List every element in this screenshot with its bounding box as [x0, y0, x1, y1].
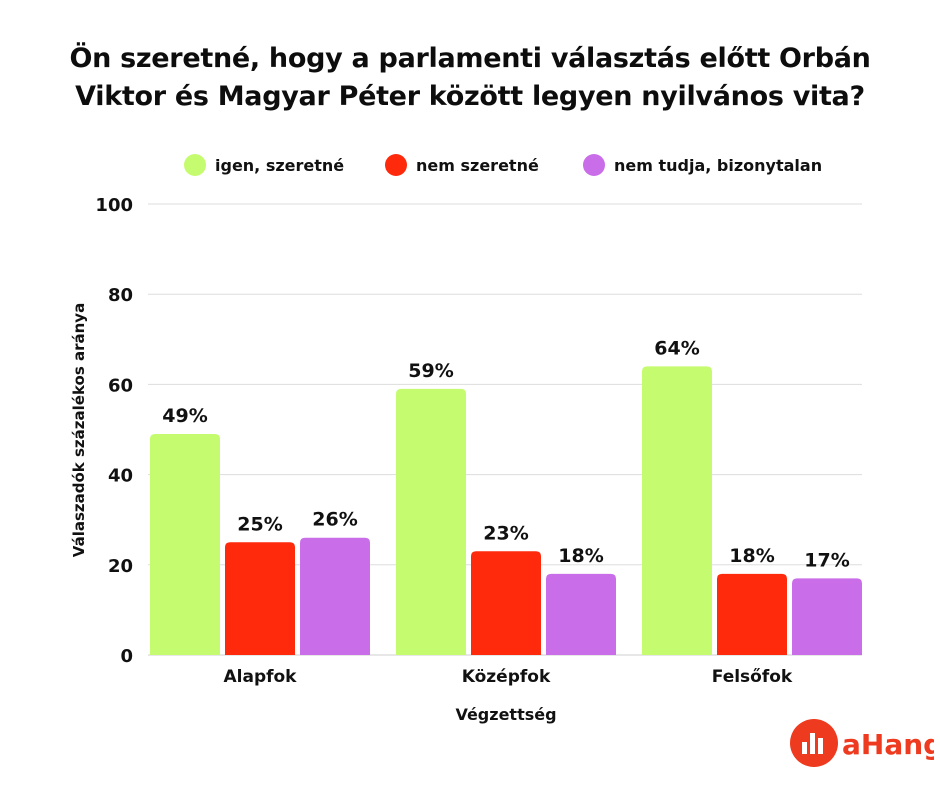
bar — [225, 542, 295, 655]
bar — [546, 573, 616, 655]
x-axis-title: Végzettség — [455, 705, 556, 724]
data-label: 18% — [729, 545, 774, 567]
y-tick-label: 0 — [120, 646, 133, 667]
x-tick-label: Alapfok — [223, 667, 297, 687]
data-label: 23% — [483, 522, 528, 544]
legend-label: igen, szeretné — [215, 156, 344, 175]
legend-marker — [385, 154, 407, 176]
y-tick-label: 100 — [95, 195, 133, 216]
legend-marker — [583, 154, 605, 176]
bar — [792, 578, 862, 655]
y-tick-label: 20 — [108, 556, 133, 577]
data-label: 59% — [408, 360, 453, 382]
chart-title: Ön szeretné, hogy a parlamenti választás… — [0, 40, 940, 116]
brand-logo-icon — [790, 719, 838, 767]
bar — [396, 388, 466, 655]
data-label: 18% — [558, 545, 603, 567]
chart-title-line-2: Viktor és Magyar Péter között legyen nyi… — [75, 81, 865, 112]
bar — [642, 366, 712, 655]
y-tick-label: 80 — [108, 285, 133, 306]
data-label: 64% — [654, 337, 699, 359]
y-tick-label: 40 — [108, 466, 133, 487]
bar — [471, 551, 541, 655]
bar — [717, 573, 787, 655]
data-label: 49% — [162, 405, 207, 427]
y-axis-title: Válaszadók százalékos aránya — [70, 303, 88, 557]
legend-label: nem szeretné — [416, 156, 539, 175]
data-label: 17% — [804, 549, 849, 571]
bar — [150, 434, 220, 655]
legend-marker — [184, 154, 206, 176]
brand-logo-text: aHang — [842, 728, 934, 761]
legend-label: nem tudja, bizonytalan — [614, 156, 822, 175]
x-tick-label: Középfok — [462, 667, 551, 687]
chart-title-line-1: Ön szeretné, hogy a parlamenti választás… — [69, 43, 871, 74]
x-tick-label: Felsőfok — [712, 667, 793, 687]
bar — [300, 537, 370, 655]
y-tick-label: 60 — [108, 375, 133, 396]
data-label: 26% — [312, 509, 357, 531]
brand-logo: aHang — [790, 719, 934, 767]
data-label: 25% — [237, 513, 282, 535]
